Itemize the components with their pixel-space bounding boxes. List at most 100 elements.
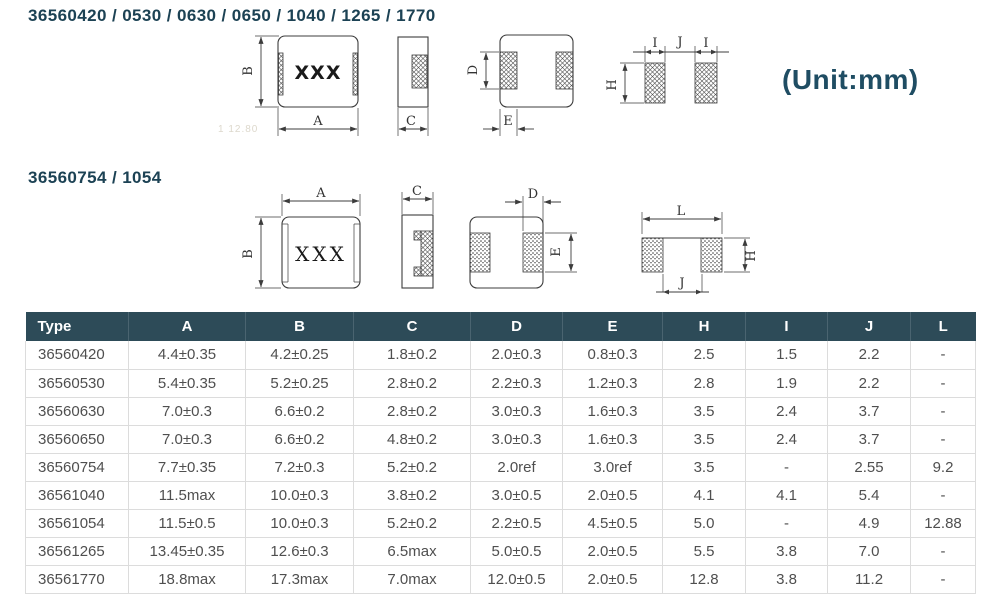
section2-land-pattern: L J H — [641, 204, 759, 295]
value-cell-l: - — [910, 396, 976, 426]
dimension-e: E — [483, 109, 534, 136]
value-cell-h: 4.1 — [662, 480, 746, 510]
pad-left — [499, 51, 518, 90]
dim-label-c: C — [412, 184, 422, 199]
value-cell-b: 17.3max — [245, 564, 354, 594]
value-cell-a: 4.4±0.35 — [128, 341, 246, 370]
value-cell-a: 18.8max — [128, 564, 246, 594]
dimension-j: J — [656, 274, 709, 295]
dimension-h: H — [605, 62, 644, 104]
section2-side-view: C — [401, 184, 434, 289]
value-cell-d: 2.2±0.3 — [470, 368, 563, 398]
dimension-c: C — [397, 108, 429, 136]
terminal-tab-top — [413, 230, 422, 241]
part-marking: XXX — [295, 62, 342, 84]
value-cell-a: 5.4±0.35 — [128, 368, 246, 398]
type-cell: 36560420 — [25, 341, 129, 370]
value-cell-c: 2.8±0.2 — [353, 368, 471, 398]
value-cell-j: 7.0 — [827, 536, 911, 566]
land-pad-right — [700, 237, 723, 273]
table-row: 36560530 5.4±0.35 5.2±0.25 2.8±0.2 2.2±0… — [25, 368, 976, 398]
dimension-b: B — [241, 35, 279, 108]
value-cell-i: 2.4 — [745, 424, 828, 454]
dimension-c: C — [401, 184, 434, 214]
value-cell-a: 7.7±0.35 — [128, 452, 246, 482]
value-cell-j: 2.2 — [827, 341, 911, 370]
value-cell-e: 3.0ref — [562, 452, 663, 482]
value-cell-c: 1.8±0.2 — [353, 341, 471, 370]
dimension-d: D — [466, 51, 499, 90]
value-cell-d: 2.0ref — [470, 452, 563, 482]
value-cell-l: - — [910, 480, 976, 510]
value-cell-b: 4.2±0.25 — [245, 341, 354, 370]
col-header-h: H — [662, 312, 746, 341]
value-cell-b: 7.2±0.3 — [245, 452, 354, 482]
value-cell-h: 3.5 — [662, 424, 746, 454]
value-cell-d: 5.0±0.5 — [470, 536, 563, 566]
value-cell-e: 0.8±0.3 — [562, 341, 663, 370]
land-pad-left — [641, 237, 664, 273]
terminal-tab-bottom — [413, 266, 422, 277]
dim-label-c: C — [406, 114, 416, 129]
value-cell-j: 3.7 — [827, 396, 911, 426]
dimension-d: D — [505, 187, 561, 231]
value-cell-c: 2.8±0.2 — [353, 396, 471, 426]
table-body: 36560420 4.4±0.35 4.2±0.25 1.8±0.2 2.0±0… — [25, 341, 976, 594]
section1-land-pattern: I J I H — [605, 35, 729, 104]
value-cell-h: 2.8 — [662, 368, 746, 398]
dimension-a: A — [281, 186, 361, 216]
value-cell-l: - — [910, 368, 976, 398]
terminal-edge-right — [352, 52, 358, 96]
value-cell-b: 5.2±0.25 — [245, 368, 354, 398]
value-cell-h: 5.5 — [662, 536, 746, 566]
value-cell-i: - — [745, 508, 828, 538]
value-cell-i: 1.5 — [745, 341, 828, 370]
value-cell-h: 3.5 — [662, 396, 746, 426]
value-cell-b: 6.6±0.2 — [245, 396, 354, 426]
dim-label-a: A — [312, 114, 323, 129]
col-header-type: Type — [25, 312, 129, 341]
value-cell-a: 7.0±0.3 — [128, 424, 246, 454]
value-cell-h: 5.0 — [662, 508, 746, 538]
value-cell-d: 3.0±0.3 — [470, 424, 563, 454]
value-cell-e: 2.0±0.5 — [562, 564, 663, 594]
table-row: 36561770 18.8max 17.3max 7.0max 12.0±0.5… — [25, 564, 976, 594]
dimension-b: B — [241, 216, 281, 289]
dim-label-b: B — [241, 249, 256, 259]
watermark-text: 1 12.80 — [218, 124, 259, 135]
col-header-e: E — [562, 312, 663, 341]
value-cell-e: 1.6±0.3 — [562, 424, 663, 454]
section2-title: 36560754 / 1054 — [28, 168, 162, 187]
dimension-a: A — [277, 108, 359, 136]
dim-label-d: D — [528, 187, 538, 202]
value-cell-l: 9.2 — [910, 452, 976, 482]
value-cell-c: 7.0max — [353, 564, 471, 594]
value-cell-b: 12.6±0.3 — [245, 536, 354, 566]
value-cell-b: 10.0±0.3 — [245, 508, 354, 538]
value-cell-l: - — [910, 341, 976, 370]
dimension-l: L — [641, 204, 723, 234]
value-cell-a: 11.5±0.5 — [128, 508, 246, 538]
value-cell-i: 2.4 — [745, 396, 828, 426]
value-cell-c: 3.8±0.2 — [353, 480, 471, 510]
type-cell: 36561770 — [25, 564, 129, 594]
value-cell-h: 3.5 — [662, 452, 746, 482]
value-cell-i: 3.8 — [745, 564, 828, 594]
value-cell-l: - — [910, 424, 976, 454]
col-header-j: J — [827, 312, 911, 341]
value-cell-c: 5.2±0.2 — [353, 452, 471, 482]
value-cell-c: 6.5max — [353, 536, 471, 566]
value-cell-j: 2.55 — [827, 452, 911, 482]
value-cell-l: - — [910, 564, 976, 594]
section1-title: 36560420 / 0530 / 0630 / 0650 / 1040 / 1… — [28, 6, 436, 25]
col-header-c: C — [353, 312, 471, 341]
type-cell: 36560754 — [25, 452, 129, 482]
dim-label-h: H — [744, 250, 759, 261]
value-cell-c: 4.8±0.2 — [353, 424, 471, 454]
value-cell-i: - — [745, 452, 828, 482]
dimensions-table: Type A B C D E H I J L 36560420 4.4±0.35… — [25, 312, 976, 594]
col-header-l: L — [910, 312, 976, 341]
value-cell-i: 1.9 — [745, 368, 828, 398]
land-pad-right — [694, 62, 718, 104]
technical-drawings: XXX B A C — [241, 34, 759, 295]
